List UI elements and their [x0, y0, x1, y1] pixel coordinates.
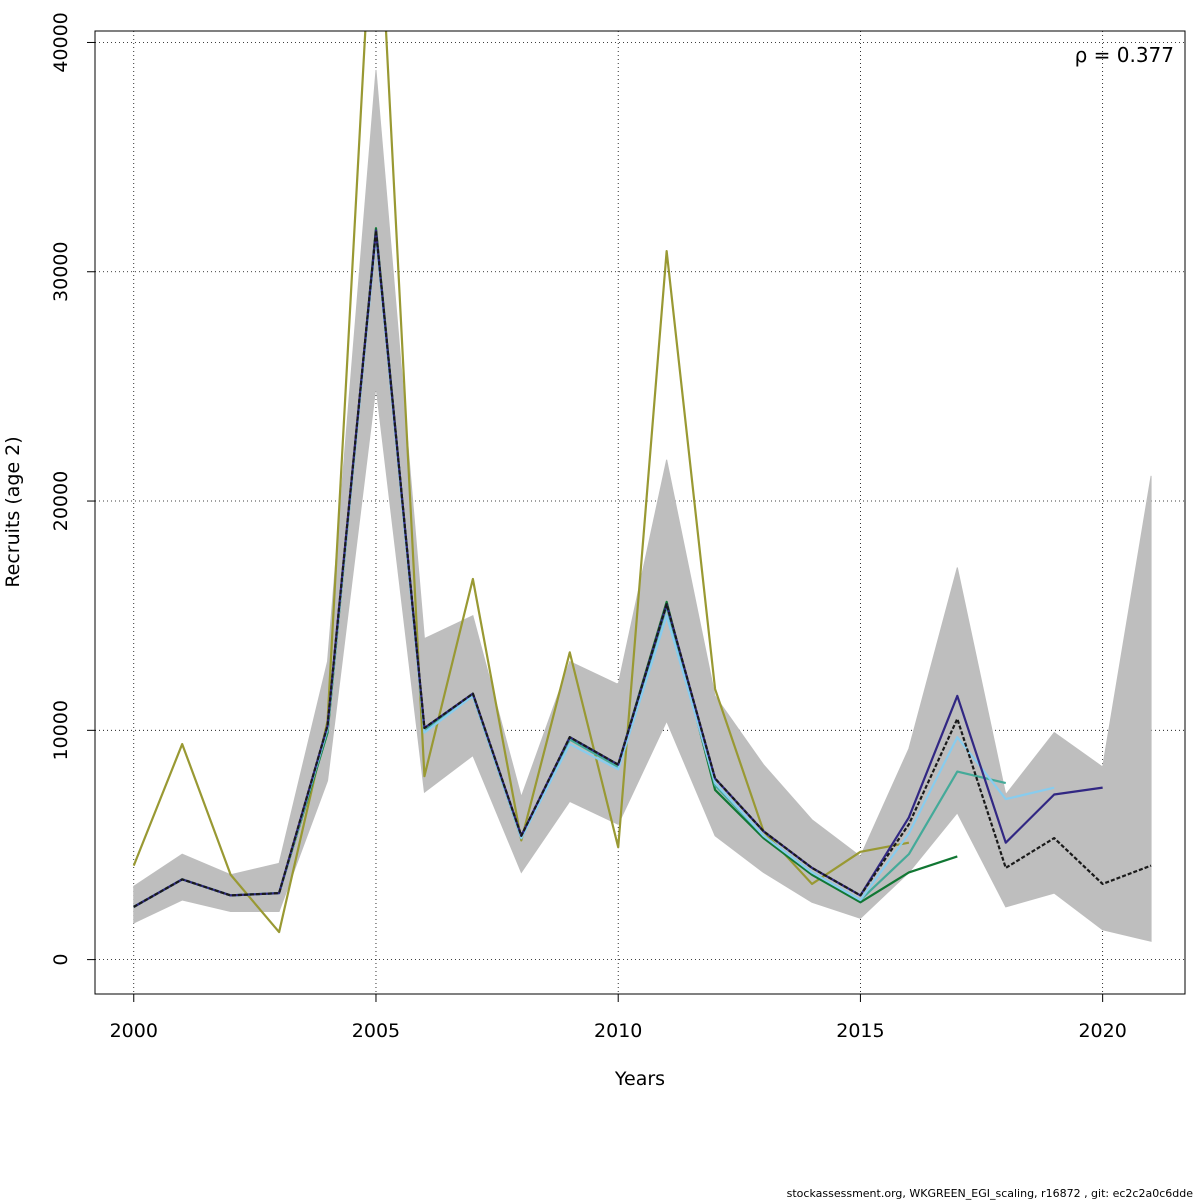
plot-frame — [94, 30, 1186, 995]
x-axis: 2000 2005 2010 2015 2020 — [110, 994, 1127, 1042]
y-tick-label-2: 20000 — [50, 471, 72, 531]
series-line-5 — [132, 31, 910, 934]
y-axis-title: Recruits (age 2) — [2, 436, 24, 587]
x-tick-label-2: 2010 — [594, 1020, 642, 1042]
x-tick-label-4: 2020 — [1078, 1020, 1126, 1042]
confidence-band — [133, 69, 1152, 942]
footer-credit: stockassessment.org, WKGREEN_EGI_scaling… — [787, 1187, 1194, 1200]
x-tick-label-0: 2000 — [110, 1020, 158, 1042]
y-tick-label-0: 0 — [50, 954, 72, 966]
series-line-0 — [133, 229, 1152, 908]
x-axis-title: Years — [614, 1068, 665, 1090]
rho-annotation: ρ = 0.377 — [1075, 43, 1174, 67]
y-tick-label-4: 40000 — [50, 12, 72, 72]
x-tick-label-3: 2015 — [836, 1020, 884, 1042]
y-tick-label-3: 30000 — [50, 242, 72, 302]
confidence-band-area — [133, 69, 1152, 942]
x-tick-label-1: 2005 — [352, 1020, 400, 1042]
retro-series — [132, 31, 1152, 934]
y-tick-label-1: 10000 — [50, 700, 72, 760]
series-line-3 — [133, 231, 1007, 908]
y-axis: 0 10000 20000 30000 40000 — [50, 12, 95, 966]
